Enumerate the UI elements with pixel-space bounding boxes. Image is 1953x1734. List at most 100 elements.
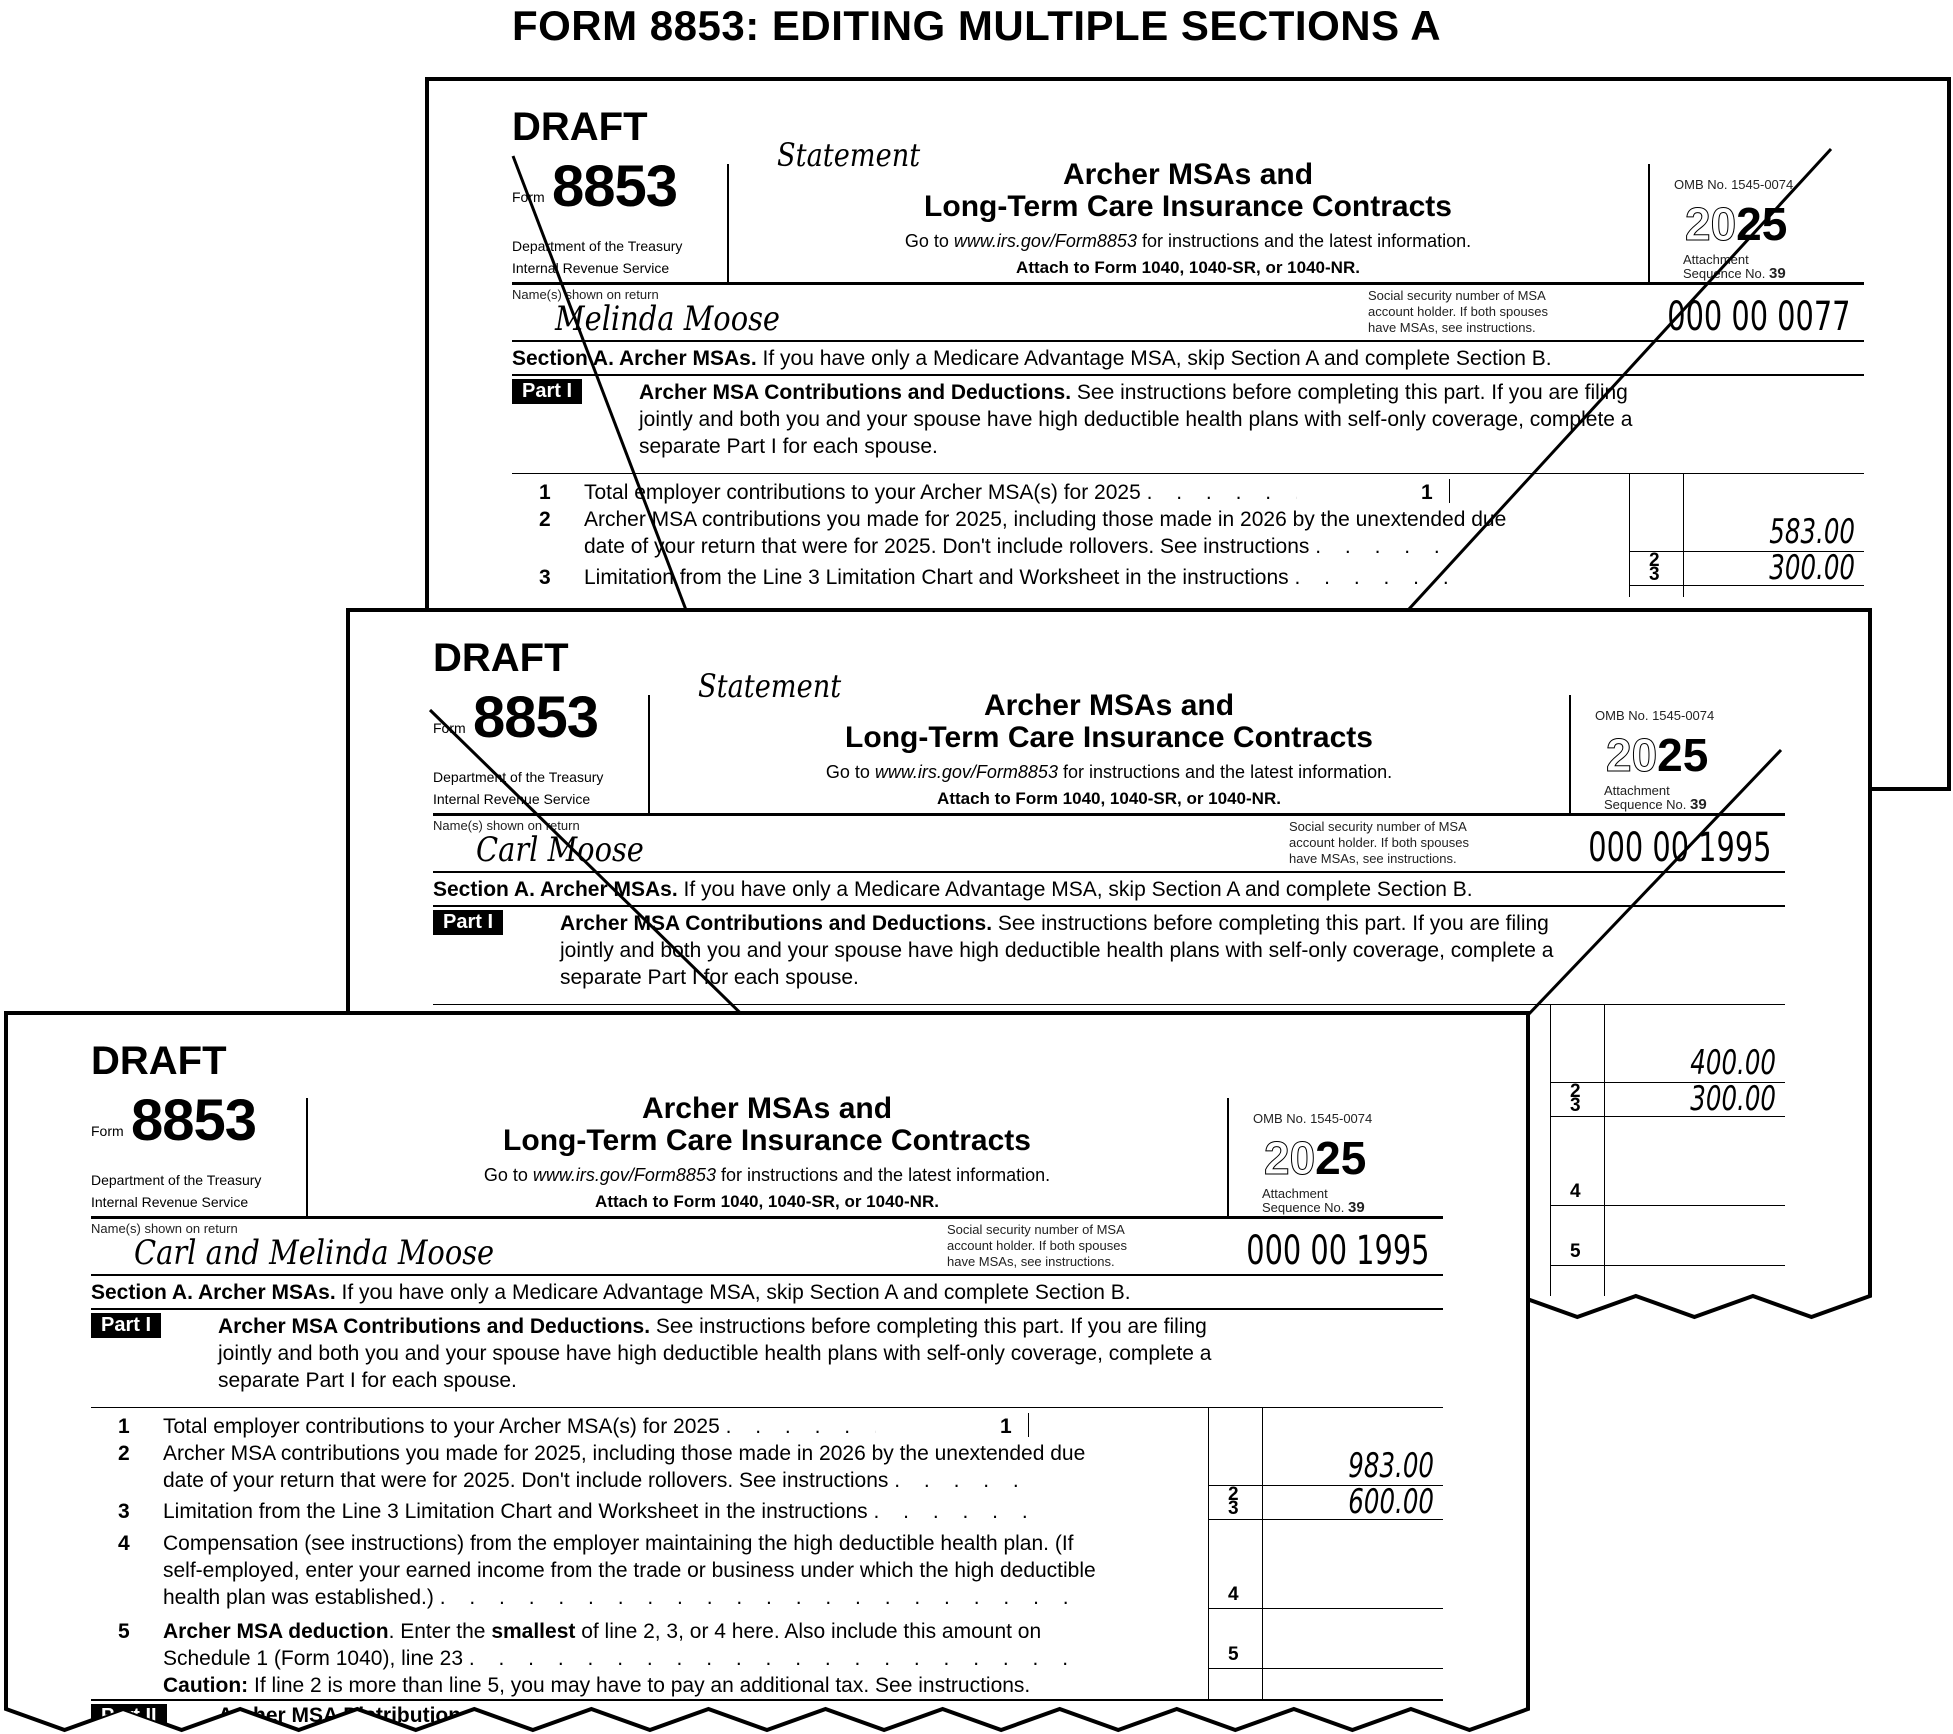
line3-box-label: 3 <box>1228 1498 1239 1519</box>
name-field[interactable]: Carl and Melinda Moose <box>134 1233 495 1273</box>
draft-label: DRAFT <box>512 105 648 149</box>
line4-text: health plan was established.) . . . . . … <box>163 1586 1090 1609</box>
form-label: Form <box>91 1123 124 1139</box>
rule <box>1208 1519 1443 1520</box>
rule <box>1208 1608 1443 1609</box>
statement-handwriting: Statement <box>777 136 921 174</box>
form-title-line2: Long-Term Care Insurance Contracts <box>845 721 1373 754</box>
irs-link[interactable]: www.irs.gov/Form8853 <box>953 231 1137 251</box>
line2-text: date of your return that were for 2025. … <box>584 535 1465 558</box>
ssn-field[interactable]: 000 00 0077 <box>1666 294 1850 340</box>
part1-text: separate Part I for each spouse. <box>639 435 938 458</box>
part1-badge: Part I <box>512 379 583 404</box>
form-number: 8853 <box>131 1088 257 1153</box>
statement-handwriting: Statement <box>698 667 842 705</box>
part1-badge: Part I <box>433 910 504 935</box>
divider <box>306 1098 308 1216</box>
line5-text: Schedule 1 (Form 1040), line 23 . . . . … <box>163 1647 1089 1670</box>
divider <box>648 695 650 813</box>
rule <box>1208 1668 1443 1669</box>
goto-line: Go to www.irs.gov/Form8853 for instructi… <box>483 1165 1051 1185</box>
dept-line1: Department of the Treasury <box>91 1172 262 1188</box>
line5-number: 5 <box>118 1620 130 1643</box>
column-line <box>1629 473 1630 597</box>
tax-year: 2025 <box>1605 729 1709 781</box>
divider <box>1569 695 1571 813</box>
attach-line: Attach to Form 1040, 1040-SR, or 1040-NR… <box>1016 258 1360 277</box>
section-a-heading: Section A. Archer MSAs. If you have only… <box>512 347 1552 370</box>
irs-link[interactable]: www.irs.gov/Form8853 <box>532 1165 716 1185</box>
line2-text: Archer MSA contributions you made for 20… <box>584 508 1507 531</box>
form-number: 8853 <box>552 154 678 219</box>
page-title: FORM 8853: EDITING MULTIPLE SECTIONS A <box>511 2 1442 49</box>
line3-box-label: 3 <box>1570 1095 1581 1116</box>
dept-line2: Internal Revenue Service <box>433 791 591 807</box>
rule <box>91 1308 1443 1310</box>
part1-heading: Archer MSA Contributions and Deductions.… <box>639 381 1628 404</box>
rule <box>433 813 1785 816</box>
sequence-label: Sequence No. 39 <box>1604 796 1707 813</box>
line1-number: 1 <box>118 1415 130 1438</box>
line1-box-label: 1 <box>1421 481 1433 504</box>
line2-text: Archer MSA contributions you made for 20… <box>163 1442 1086 1465</box>
section-a-heading: Section A. Archer MSAs. If you have only… <box>433 878 1473 901</box>
sequence-label: Sequence No. 39 <box>1262 1199 1365 1216</box>
line2-amount[interactable]: 983.00 <box>1348 1446 1434 1486</box>
irs-link[interactable]: www.irs.gov/Form8853 <box>874 762 1058 782</box>
line3-amount[interactable]: 600.00 <box>1348 1482 1434 1522</box>
rule <box>512 473 1864 474</box>
line5-box-label: 5 <box>1228 1644 1239 1665</box>
line3-number: 3 <box>539 566 551 589</box>
draft-label: DRAFT <box>433 636 569 680</box>
line5-box-label: 5 <box>1570 1241 1581 1262</box>
rule <box>1550 1082 1785 1083</box>
form-label: Form <box>512 189 545 205</box>
line1-text: Total employer contributions to your Arc… <box>584 481 1297 504</box>
line3-box-label: 3 <box>1649 564 1660 585</box>
ssn-field[interactable]: 000 00 1995 <box>1245 1228 1429 1274</box>
line3-amount[interactable]: 300.00 <box>1769 548 1855 588</box>
rule <box>91 1699 1443 1701</box>
line4-box-label: 4 <box>1228 1584 1239 1605</box>
line1-number: 1 <box>539 481 551 504</box>
divider <box>1227 1098 1229 1216</box>
divider <box>1648 164 1650 282</box>
line4-text: self-employed, enter your earned income … <box>163 1559 1096 1582</box>
rule <box>1550 1265 1785 1266</box>
part1-badge: Part I <box>91 1313 162 1338</box>
line3-amount[interactable]: 300.00 <box>1690 1079 1776 1119</box>
line1-text: Total employer contributions to your Arc… <box>163 1415 876 1438</box>
line2-amount[interactable]: 583.00 <box>1769 512 1855 552</box>
line4-number: 4 <box>118 1532 130 1555</box>
dept-line2: Internal Revenue Service <box>512 260 670 276</box>
goto-line: Go to www.irs.gov/Form8853 for instructi… <box>825 762 1393 782</box>
rule <box>512 282 1864 285</box>
sequence-label: Sequence No. 39 <box>1683 265 1786 282</box>
omb-number: OMB No. 1545-0074 <box>1253 1111 1373 1126</box>
line2-text: date of your return that were for 2025. … <box>163 1469 1044 1492</box>
line4-box-label: 4 <box>1570 1181 1581 1202</box>
line2-box-label: 2 <box>1228 1484 1239 1505</box>
ssn-field[interactable]: 000 00 1995 <box>1587 825 1771 871</box>
names-label: Name(s) shown on return <box>91 1221 238 1236</box>
ssn-label: Social security number of MSA account hol… <box>947 1222 1127 1269</box>
part1-text: jointly and both you and your spouse hav… <box>218 1342 1212 1365</box>
line1-box-label: 1 <box>1000 1415 1012 1438</box>
rule <box>433 871 1785 873</box>
name-field[interactable]: Carl Moose <box>476 830 644 870</box>
rule <box>433 905 1785 907</box>
form-title-line2: Long-Term Care Insurance Contracts <box>924 190 1452 223</box>
name-field[interactable]: Melinda Moose <box>555 299 781 339</box>
line5-text: Archer MSA deduction. Enter the smallest… <box>163 1620 1042 1643</box>
rule <box>91 1274 1443 1276</box>
omb-number: OMB No. 1545-0074 <box>1595 708 1715 723</box>
line3-text: Limitation from the Line 3 Limitation Ch… <box>163 1500 1043 1523</box>
form-title-line1: Archer MSAs and <box>983 689 1235 722</box>
column-line <box>1028 1413 1029 1437</box>
goto-line: Go to www.irs.gov/Form8853 for instructi… <box>904 231 1472 251</box>
line2-amount[interactable]: 400.00 <box>1690 1043 1776 1083</box>
rule <box>1550 1116 1785 1117</box>
dept-line1: Department of the Treasury <box>512 238 683 254</box>
line2-number: 2 <box>118 1442 130 1465</box>
column-line <box>1449 479 1450 503</box>
